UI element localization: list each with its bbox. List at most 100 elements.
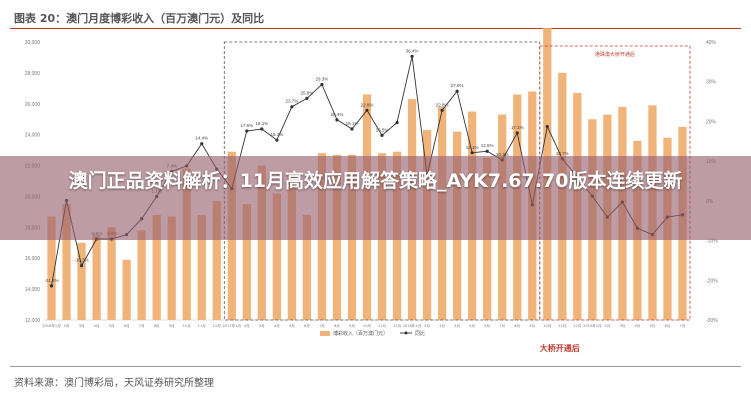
x-tick-label: 10月 bbox=[363, 323, 371, 328]
yoy-point bbox=[49, 284, 54, 288]
yoy-point bbox=[365, 108, 369, 112]
yoy-point bbox=[470, 151, 474, 155]
bar bbox=[182, 168, 191, 320]
y-left-tick-label: 24,000 bbox=[25, 133, 41, 139]
y-right-tick-label: -10% bbox=[706, 239, 718, 245]
x-tick-label: 2016年1月 bbox=[42, 323, 61, 328]
yoy-data-label: -16.3% bbox=[74, 258, 88, 263]
bar bbox=[212, 201, 221, 320]
x-tick-label: 6月 bbox=[124, 323, 130, 328]
footer-rule bbox=[10, 366, 741, 367]
y-right-tick-label: 20% bbox=[706, 119, 717, 125]
x-tick-label: 9月 bbox=[169, 323, 175, 328]
x-tick-label: 9月 bbox=[529, 323, 535, 328]
x-tick-label: 5月 bbox=[109, 323, 115, 328]
bar bbox=[302, 214, 312, 320]
headline-text: 澳门正品资料解析：11月高效应用解答策略_AYK7.67.70版本连续更新 bbox=[68, 170, 683, 192]
yoy-data-label: 12.5% bbox=[481, 143, 494, 148]
x-tick-label: 6月 bbox=[665, 323, 671, 328]
legend-bar-swatch bbox=[320, 331, 330, 336]
x-tick-label: 5月 bbox=[469, 323, 475, 328]
yoy-point bbox=[440, 108, 444, 112]
x-tick-label: 7月 bbox=[139, 323, 145, 328]
x-tick-label: 6月 bbox=[484, 323, 490, 328]
y-left-tick-label: 12,000 bbox=[25, 318, 41, 324]
x-tick-label: 11月 bbox=[378, 323, 386, 328]
yoy-data-label: 36.4% bbox=[406, 48, 419, 53]
yoy-point bbox=[260, 127, 264, 131]
y-left-tick-label: 30,000 bbox=[25, 40, 41, 46]
y-right-tick-label: 40% bbox=[706, 40, 717, 46]
x-tick-label: 2017年1月 bbox=[222, 323, 241, 328]
yoy-point bbox=[275, 138, 279, 142]
yoy-data-label: 22.8% bbox=[361, 102, 374, 107]
yoy-point bbox=[485, 149, 489, 153]
yoy-data-label: 29.3% bbox=[316, 76, 329, 81]
yoy-data-label: 17.1% bbox=[511, 125, 524, 130]
x-tick-label: 5月 bbox=[289, 323, 295, 328]
legend-bar-label: 博彩收入（百万澳门元） bbox=[333, 330, 388, 337]
yoy-data-label: 18.1% bbox=[255, 121, 268, 126]
x-tick-label: 11月 bbox=[198, 323, 206, 328]
yoy-data-label: 22.8% bbox=[436, 102, 449, 107]
x-tick-label: 6月 bbox=[304, 323, 310, 328]
yoy-point bbox=[305, 96, 309, 100]
x-tick-label: 12月 bbox=[213, 323, 221, 328]
x-tick-label: 7月 bbox=[680, 323, 686, 328]
y-left-tick-label: 28,000 bbox=[25, 71, 41, 77]
yoy-data-label: 25.8% bbox=[301, 90, 314, 95]
x-tick-label: 2月 bbox=[424, 323, 430, 328]
legend-line-label: 同比 bbox=[415, 330, 425, 337]
x-tick-label: 3月 bbox=[79, 323, 85, 328]
yoy-data-label: 23.7% bbox=[286, 99, 299, 104]
x-tick-label: 4月 bbox=[634, 323, 640, 328]
y-left-tick-label: 26,000 bbox=[25, 102, 41, 108]
x-tick-label: 4月 bbox=[274, 323, 280, 328]
yoy-data-label: 17.6% bbox=[240, 123, 253, 128]
x-tick-label: 2月 bbox=[64, 323, 70, 328]
bar bbox=[107, 227, 116, 320]
x-tick-label: 7月 bbox=[319, 323, 325, 328]
yoy-point bbox=[455, 89, 459, 93]
x-tick-label: 8月 bbox=[334, 323, 340, 328]
bar bbox=[197, 214, 206, 320]
bar bbox=[92, 235, 101, 320]
yoy-data-label: -21.4% bbox=[44, 278, 58, 283]
yoy-data-label: 18.1% bbox=[346, 121, 359, 126]
x-tick-label: 10月 bbox=[543, 323, 551, 328]
yoy-data-label: 14.4% bbox=[195, 136, 208, 141]
source-note: 资料来源：澳门博彩局，天风证券研究所整理 bbox=[14, 378, 214, 389]
yoy-data-label: 12.1% bbox=[466, 145, 479, 150]
bar bbox=[257, 165, 266, 320]
yoy-point bbox=[290, 105, 294, 109]
x-tick-label: 4月 bbox=[94, 323, 100, 328]
x-tick-label: 10月 bbox=[183, 323, 191, 328]
box-note: 港珠澳大桥开通后 bbox=[595, 51, 635, 58]
headline-banner bbox=[0, 156, 751, 240]
yoy-point bbox=[350, 127, 354, 131]
x-tick-label: 12月 bbox=[393, 323, 401, 328]
title-rule bbox=[10, 28, 741, 29]
yoy-data-label: 10.3% bbox=[496, 152, 509, 157]
x-tick-label: 3月 bbox=[619, 323, 625, 328]
y-right-tick-label: -20% bbox=[706, 278, 718, 284]
bar bbox=[242, 204, 251, 320]
yoy-data-label: 15.3% bbox=[270, 132, 283, 137]
bar bbox=[62, 204, 71, 320]
legend-line-marker bbox=[404, 331, 408, 335]
bar bbox=[77, 242, 86, 320]
x-tick-label: 2019年1月 bbox=[583, 323, 602, 328]
x-tick-label: 11月 bbox=[558, 323, 566, 328]
yoy-point bbox=[79, 263, 84, 268]
x-tick-label: 2月 bbox=[244, 323, 250, 328]
bar bbox=[47, 216, 56, 320]
yoy-point bbox=[545, 124, 549, 129]
x-tick-label: 2月 bbox=[604, 323, 610, 328]
x-tick-label: 12月 bbox=[573, 323, 581, 328]
bar bbox=[152, 214, 161, 320]
bar bbox=[272, 193, 281, 320]
yoy-point bbox=[200, 142, 204, 146]
y-right-tick-label: 30% bbox=[706, 80, 717, 86]
yoy-point bbox=[515, 131, 519, 135]
yoy-point bbox=[410, 54, 414, 58]
